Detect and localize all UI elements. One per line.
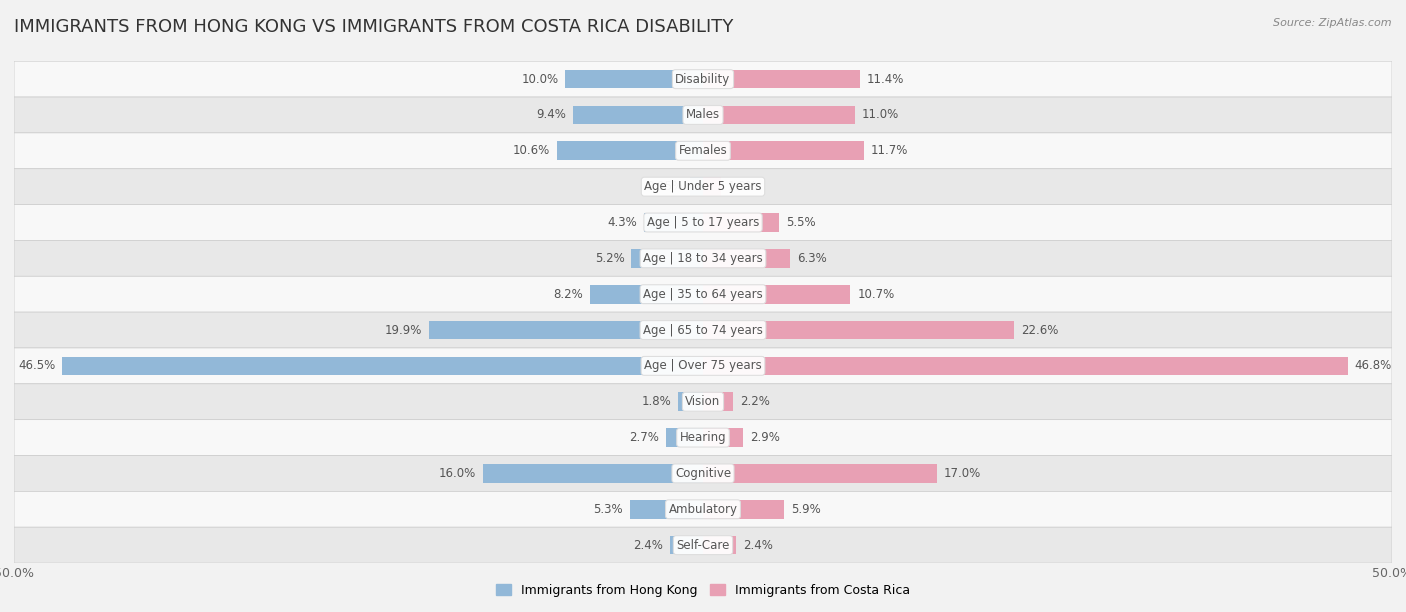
Bar bbox=[666, 428, 703, 447]
FancyBboxPatch shape bbox=[14, 61, 1392, 97]
Text: Disability: Disability bbox=[675, 73, 731, 86]
Legend: Immigrants from Hong Kong, Immigrants from Costa Rica: Immigrants from Hong Kong, Immigrants fr… bbox=[496, 584, 910, 597]
Text: Age | 35 to 64 years: Age | 35 to 64 years bbox=[643, 288, 763, 300]
FancyBboxPatch shape bbox=[14, 97, 1392, 133]
Text: 2.7%: 2.7% bbox=[628, 431, 659, 444]
Text: Males: Males bbox=[686, 108, 720, 121]
Text: 2.4%: 2.4% bbox=[742, 539, 773, 551]
Text: 11.7%: 11.7% bbox=[872, 144, 908, 157]
FancyBboxPatch shape bbox=[14, 276, 1392, 312]
FancyBboxPatch shape bbox=[14, 384, 1392, 420]
Bar bbox=[565, 70, 703, 89]
FancyBboxPatch shape bbox=[14, 312, 1392, 348]
Text: 5.5%: 5.5% bbox=[786, 216, 815, 229]
Bar bbox=[678, 392, 703, 411]
Bar bbox=[690, 177, 703, 196]
Bar bbox=[482, 464, 703, 483]
Text: Age | 18 to 34 years: Age | 18 to 34 years bbox=[643, 252, 763, 265]
Bar bbox=[703, 106, 855, 124]
Text: 8.2%: 8.2% bbox=[554, 288, 583, 300]
Bar bbox=[703, 321, 1014, 340]
Bar bbox=[669, 536, 703, 554]
FancyBboxPatch shape bbox=[14, 241, 1392, 276]
Bar bbox=[644, 213, 703, 232]
Text: 16.0%: 16.0% bbox=[439, 467, 475, 480]
Text: IMMIGRANTS FROM HONG KONG VS IMMIGRANTS FROM COSTA RICA DISABILITY: IMMIGRANTS FROM HONG KONG VS IMMIGRANTS … bbox=[14, 18, 734, 36]
Text: 10.6%: 10.6% bbox=[513, 144, 550, 157]
FancyBboxPatch shape bbox=[14, 133, 1392, 169]
Text: 10.0%: 10.0% bbox=[522, 73, 558, 86]
Text: 2.9%: 2.9% bbox=[749, 431, 780, 444]
Text: 9.4%: 9.4% bbox=[537, 108, 567, 121]
Bar bbox=[703, 70, 860, 89]
Text: Ambulatory: Ambulatory bbox=[668, 503, 738, 516]
Text: Vision: Vision bbox=[685, 395, 721, 408]
Bar bbox=[631, 249, 703, 267]
FancyBboxPatch shape bbox=[14, 169, 1392, 204]
Text: 5.3%: 5.3% bbox=[593, 503, 623, 516]
Bar bbox=[703, 213, 779, 232]
Text: Age | Over 75 years: Age | Over 75 years bbox=[644, 359, 762, 372]
Bar bbox=[591, 285, 703, 304]
FancyBboxPatch shape bbox=[14, 455, 1392, 491]
Text: Age | 5 to 17 years: Age | 5 to 17 years bbox=[647, 216, 759, 229]
Text: Age | 65 to 74 years: Age | 65 to 74 years bbox=[643, 324, 763, 337]
Text: 2.4%: 2.4% bbox=[633, 539, 664, 551]
Text: Hearing: Hearing bbox=[679, 431, 727, 444]
Bar bbox=[703, 464, 938, 483]
FancyBboxPatch shape bbox=[14, 527, 1392, 563]
Text: 1.3%: 1.3% bbox=[728, 180, 758, 193]
Text: 11.0%: 11.0% bbox=[862, 108, 898, 121]
Bar bbox=[703, 428, 742, 447]
Text: Females: Females bbox=[679, 144, 727, 157]
Text: Age | Under 5 years: Age | Under 5 years bbox=[644, 180, 762, 193]
FancyBboxPatch shape bbox=[14, 491, 1392, 527]
FancyBboxPatch shape bbox=[14, 420, 1392, 455]
Text: 5.2%: 5.2% bbox=[595, 252, 624, 265]
Text: 6.3%: 6.3% bbox=[797, 252, 827, 265]
Bar bbox=[703, 357, 1348, 375]
Bar bbox=[703, 141, 865, 160]
Text: 1.8%: 1.8% bbox=[641, 395, 671, 408]
Bar bbox=[703, 249, 790, 267]
Text: 46.5%: 46.5% bbox=[18, 359, 55, 372]
Bar bbox=[630, 500, 703, 518]
Bar bbox=[557, 141, 703, 160]
Bar bbox=[703, 500, 785, 518]
Text: 5.9%: 5.9% bbox=[792, 503, 821, 516]
Text: Self-Care: Self-Care bbox=[676, 539, 730, 551]
Text: Cognitive: Cognitive bbox=[675, 467, 731, 480]
Text: 22.6%: 22.6% bbox=[1021, 324, 1059, 337]
Bar bbox=[703, 392, 734, 411]
Bar bbox=[574, 106, 703, 124]
FancyBboxPatch shape bbox=[14, 348, 1392, 384]
Text: Source: ZipAtlas.com: Source: ZipAtlas.com bbox=[1274, 18, 1392, 28]
Bar bbox=[703, 536, 737, 554]
Text: 10.7%: 10.7% bbox=[858, 288, 894, 300]
Text: 2.2%: 2.2% bbox=[740, 395, 770, 408]
FancyBboxPatch shape bbox=[14, 204, 1392, 241]
Bar bbox=[703, 177, 721, 196]
Bar bbox=[703, 285, 851, 304]
Text: 4.3%: 4.3% bbox=[607, 216, 637, 229]
Text: 0.95%: 0.95% bbox=[645, 180, 683, 193]
Text: 17.0%: 17.0% bbox=[945, 467, 981, 480]
Text: 19.9%: 19.9% bbox=[384, 324, 422, 337]
Text: 46.8%: 46.8% bbox=[1355, 359, 1392, 372]
Bar bbox=[429, 321, 703, 340]
Bar bbox=[62, 357, 703, 375]
Text: 11.4%: 11.4% bbox=[868, 73, 904, 86]
